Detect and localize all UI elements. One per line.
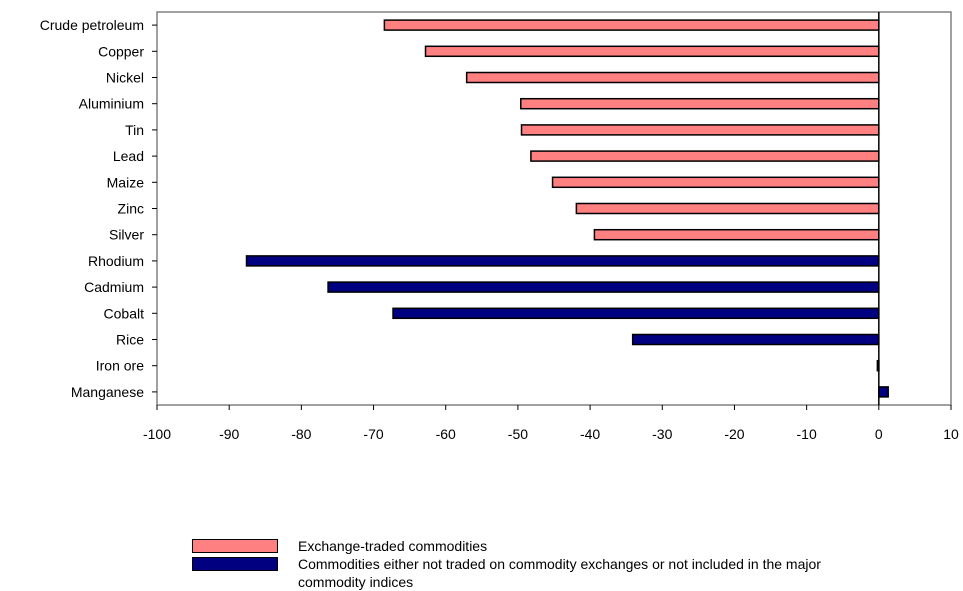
bar-silver (593, 228, 880, 241)
category-label-cobalt: Cobalt (104, 305, 145, 321)
x-tick-label: -60 (436, 426, 456, 442)
x-tick-label: 0 (875, 426, 883, 442)
bar-maize (551, 176, 880, 189)
bars (245, 12, 889, 405)
bar-copper (424, 45, 880, 58)
category-label-lead: Lead (113, 148, 144, 164)
x-tick-label: -20 (724, 426, 744, 442)
x-tick-label: -80 (291, 426, 311, 442)
bar-tin (520, 124, 880, 136)
bar-aluminium (520, 97, 880, 110)
x-tick-label: -50 (508, 426, 528, 442)
bar-rice (631, 333, 880, 346)
x-tick-label: -100 (143, 426, 171, 442)
category-label-maize: Maize (107, 174, 145, 190)
category-label-copper: Copper (98, 43, 144, 59)
bar-cadmium (327, 281, 880, 293)
bar-crude-petroleum (383, 19, 880, 31)
category-label-nickel: Nickel (106, 70, 144, 86)
bar-cobalt (392, 307, 880, 320)
legend-label-non-exchange: Commodities either not traded on commodi… (298, 556, 821, 590)
category-label-zinc: Zinc (118, 201, 144, 217)
category-label-rice: Rice (116, 332, 144, 348)
x-tick-label: -70 (363, 426, 383, 442)
category-label-silver: Silver (109, 227, 144, 243)
category-label-cadmium: Cadmium (84, 279, 144, 295)
x-tick-label: 10 (943, 426, 959, 442)
bar-rhodium (245, 255, 880, 267)
bar-nickel (465, 71, 880, 84)
bar-zinc (575, 202, 880, 215)
x-tick-label: -30 (652, 426, 672, 442)
legend-swatch-non-exchange (192, 557, 278, 571)
bar-lead (530, 150, 880, 162)
category-label-manganese: Manganese (71, 384, 144, 400)
category-label-iron-ore: Iron ore (96, 358, 144, 374)
x-tick-label: -40 (580, 426, 600, 442)
x-tick-label: -90 (219, 426, 239, 442)
bar-manganese (878, 386, 889, 398)
category-label-crude-petroleum: Crude petroleum (40, 17, 144, 33)
category-label-rhodium: Rhodium (88, 253, 144, 269)
x-tick-label: -10 (797, 426, 817, 442)
bar-chart: Crude petroleum Copper Nickel Aluminium Tin L… (40, 11, 959, 442)
category-label-tin: Tin (125, 122, 144, 138)
legend-label-exchange-traded: Exchange-traded commodities (298, 538, 488, 554)
category-label-aluminium: Aluminium (79, 96, 144, 112)
x-axis: -100 -90 -80 -70 -60 -50 -40 -30 -20 -10 0 10 (143, 405, 959, 442)
legend-swatch-exchange-traded (192, 539, 278, 553)
category-labels: Crude petroleum Copper Nickel Aluminium Tin L… (40, 17, 157, 400)
